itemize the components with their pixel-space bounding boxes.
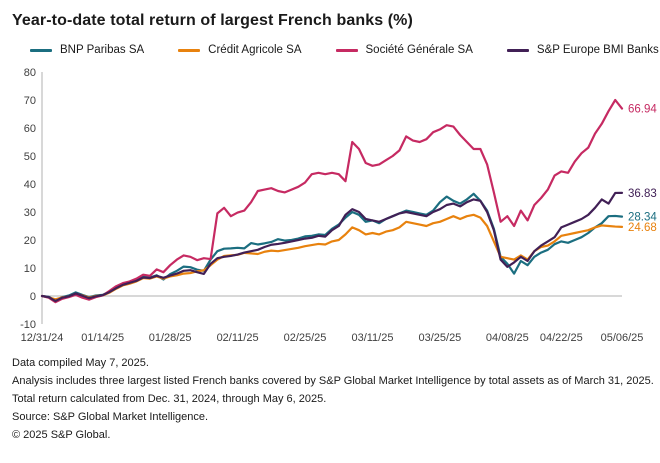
y-tick-label: 50 <box>24 151 36 163</box>
series-end-value-label: 36.83 <box>628 188 657 200</box>
series-end-value-label: 28.34 <box>628 212 657 224</box>
legend-item-sp-europe-bmi-banks: S&P Europe BMI Banks <box>506 44 659 56</box>
footnote-data-compiled: Data compiled May 7, 2025. <box>12 357 149 369</box>
legend-label: Crédit Agricole SA <box>208 44 302 56</box>
y-tick-label: 10 <box>24 263 36 275</box>
x-tick-label: 01/14/25 <box>81 332 124 344</box>
y-tick-label: 40 <box>24 179 36 191</box>
legend-line-swatch <box>506 48 529 52</box>
legend-label: Société Générale SA <box>365 44 473 56</box>
x-tick-label: 02/25/25 <box>284 332 327 344</box>
x-tick-label: 03/11/25 <box>351 332 393 344</box>
series-end-value-label: 24.68 <box>628 222 657 234</box>
chart-title: Year-to-date total return of largest Fre… <box>12 12 413 29</box>
series-end-value-label: 66.94 <box>628 104 657 116</box>
legend-item-bnp-paribas: BNP Paribas SA <box>30 44 144 56</box>
legend-label: S&P Europe BMI Banks <box>536 44 659 56</box>
legend-item-credit-agricole: Crédit Agricole SA <box>178 44 302 56</box>
y-tick-label: 30 <box>24 207 36 219</box>
y-tick-label: 20 <box>24 235 36 247</box>
y-tick-label: -10 <box>20 319 36 331</box>
x-tick-label: 12/31/24 <box>21 332 64 344</box>
series-line-s-p-europe-bmi-banks <box>40 191 624 303</box>
footnote-analysis: Analysis includes three largest listed F… <box>12 375 654 388</box>
x-tick-label: 02/11/25 <box>217 332 259 344</box>
legend-label: BNP Paribas SA <box>60 44 145 56</box>
legend-line-swatch <box>30 48 52 52</box>
x-tick-label: 04/22/25 <box>540 332 583 344</box>
y-tick-label: 0 <box>30 291 36 303</box>
legend-line-swatch <box>178 48 201 52</box>
y-tick-label: 60 <box>24 123 36 135</box>
legend-item-societe-generale: Société Générale SA <box>335 44 473 56</box>
footnote-copyright: © 2025 S&P Global. <box>12 429 111 442</box>
x-tick-label: 04/08/25 <box>486 332 529 344</box>
footnotes: Data compiled May 7, 2025. Analysis incl… <box>12 356 660 444</box>
x-tick-label: 05/06/25 <box>601 332 644 344</box>
y-tick-label: 80 <box>24 67 36 79</box>
x-tick-label: 01/28/25 <box>149 332 192 344</box>
legend-line-swatch <box>335 48 358 52</box>
footnote-total-return: Total return calculated from Dec. 31, 20… <box>12 393 327 406</box>
legend: BNP Paribas SA Crédit Agricole SA Sociét… <box>30 44 659 56</box>
series-line-soci-t-g-n-rale-sa <box>40 98 624 304</box>
x-tick-label: 03/25/25 <box>418 332 461 344</box>
footnote-source: Source: S&P Global Market Intelligence. <box>12 411 209 424</box>
y-tick-label: 70 <box>24 95 36 107</box>
